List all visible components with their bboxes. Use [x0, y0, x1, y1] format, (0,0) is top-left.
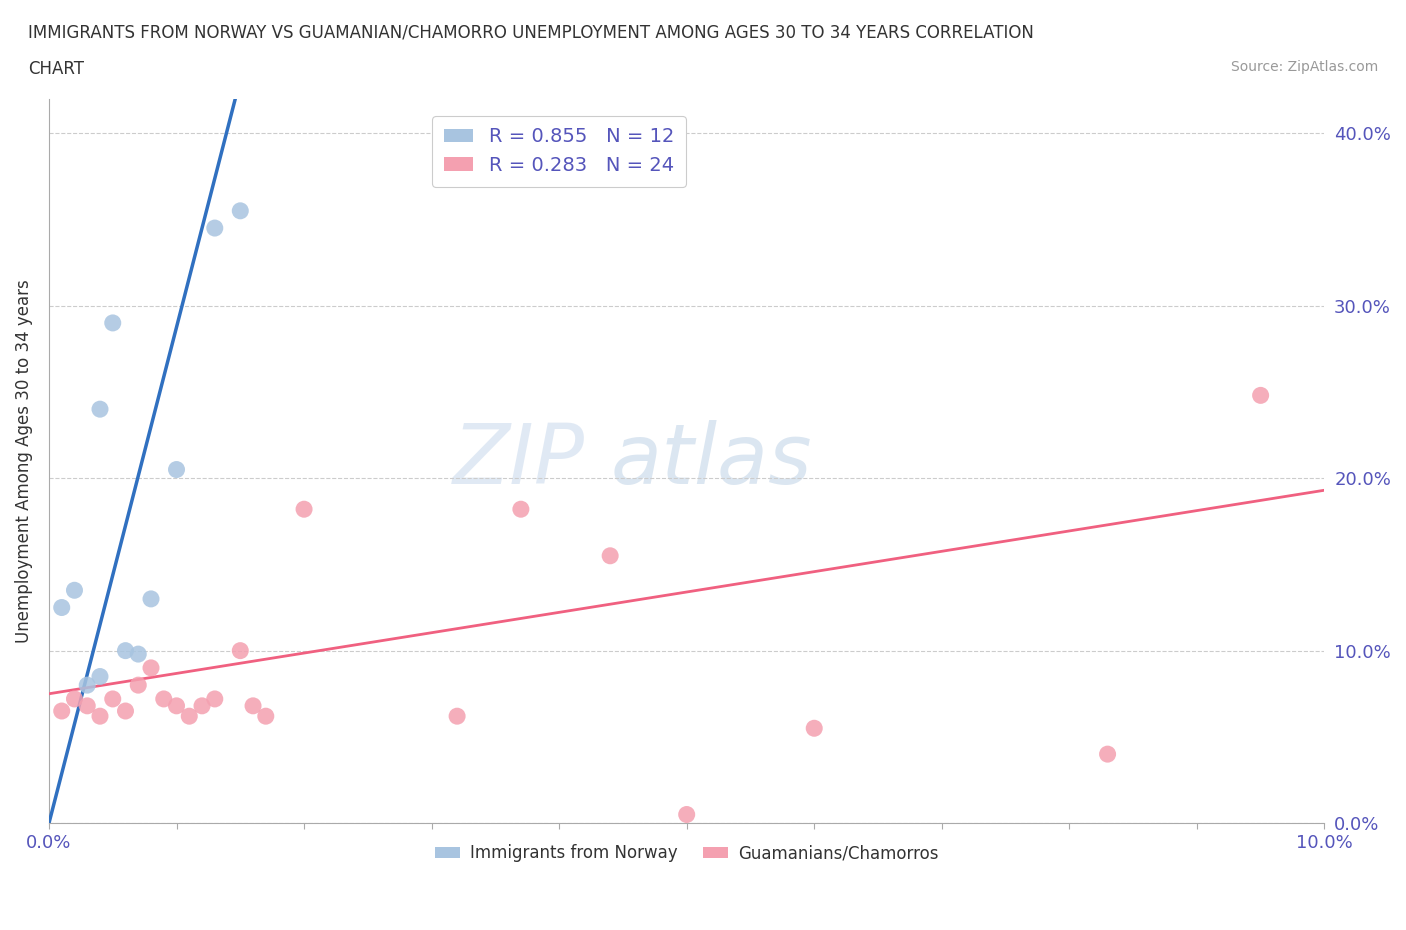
Point	[166, 698, 188, 713]
Y-axis label: Unemployment Among Ages 30 to 34 years: Unemployment Among Ages 30 to 34 years	[15, 279, 32, 643]
Text: Source: ZipAtlas.com: Source: ZipAtlas.com	[1230, 60, 1378, 74]
Point	[803, 721, 825, 736]
Point	[152, 692, 174, 707]
Point	[139, 591, 162, 606]
Legend: Immigrants from Norway, Guamanians/Chamorros: Immigrants from Norway, Guamanians/Chamo…	[429, 838, 945, 870]
Point	[101, 315, 124, 330]
Point	[179, 709, 201, 724]
Point	[446, 709, 468, 724]
Point	[63, 692, 86, 707]
Point	[114, 704, 136, 719]
Point	[76, 678, 98, 693]
Point	[127, 646, 149, 661]
Point	[229, 204, 252, 219]
Point	[166, 462, 188, 477]
Point	[76, 698, 98, 713]
Point	[1097, 747, 1119, 762]
Text: IMMIGRANTS FROM NORWAY VS GUAMANIAN/CHAMORRO UNEMPLOYMENT AMONG AGES 30 TO 34 YE: IMMIGRANTS FROM NORWAY VS GUAMANIAN/CHAM…	[28, 23, 1033, 41]
Point	[89, 402, 111, 417]
Point	[114, 644, 136, 658]
Point	[191, 698, 214, 713]
Point	[599, 549, 621, 564]
Point	[204, 220, 226, 235]
Text: CHART: CHART	[28, 60, 84, 78]
Point	[127, 678, 149, 693]
Text: atlas: atlas	[610, 420, 811, 501]
Point	[509, 502, 531, 517]
Point	[204, 692, 226, 707]
Point	[139, 660, 162, 675]
Point	[675, 807, 697, 822]
Point	[63, 583, 86, 598]
Point	[51, 704, 73, 719]
Point	[229, 644, 252, 658]
Text: ZIP: ZIP	[453, 420, 585, 501]
Point	[101, 692, 124, 707]
Point	[89, 709, 111, 724]
Point	[89, 669, 111, 684]
Point	[254, 709, 277, 724]
Point	[51, 600, 73, 615]
Point	[242, 698, 264, 713]
Point	[1250, 388, 1272, 403]
Point	[292, 502, 315, 517]
